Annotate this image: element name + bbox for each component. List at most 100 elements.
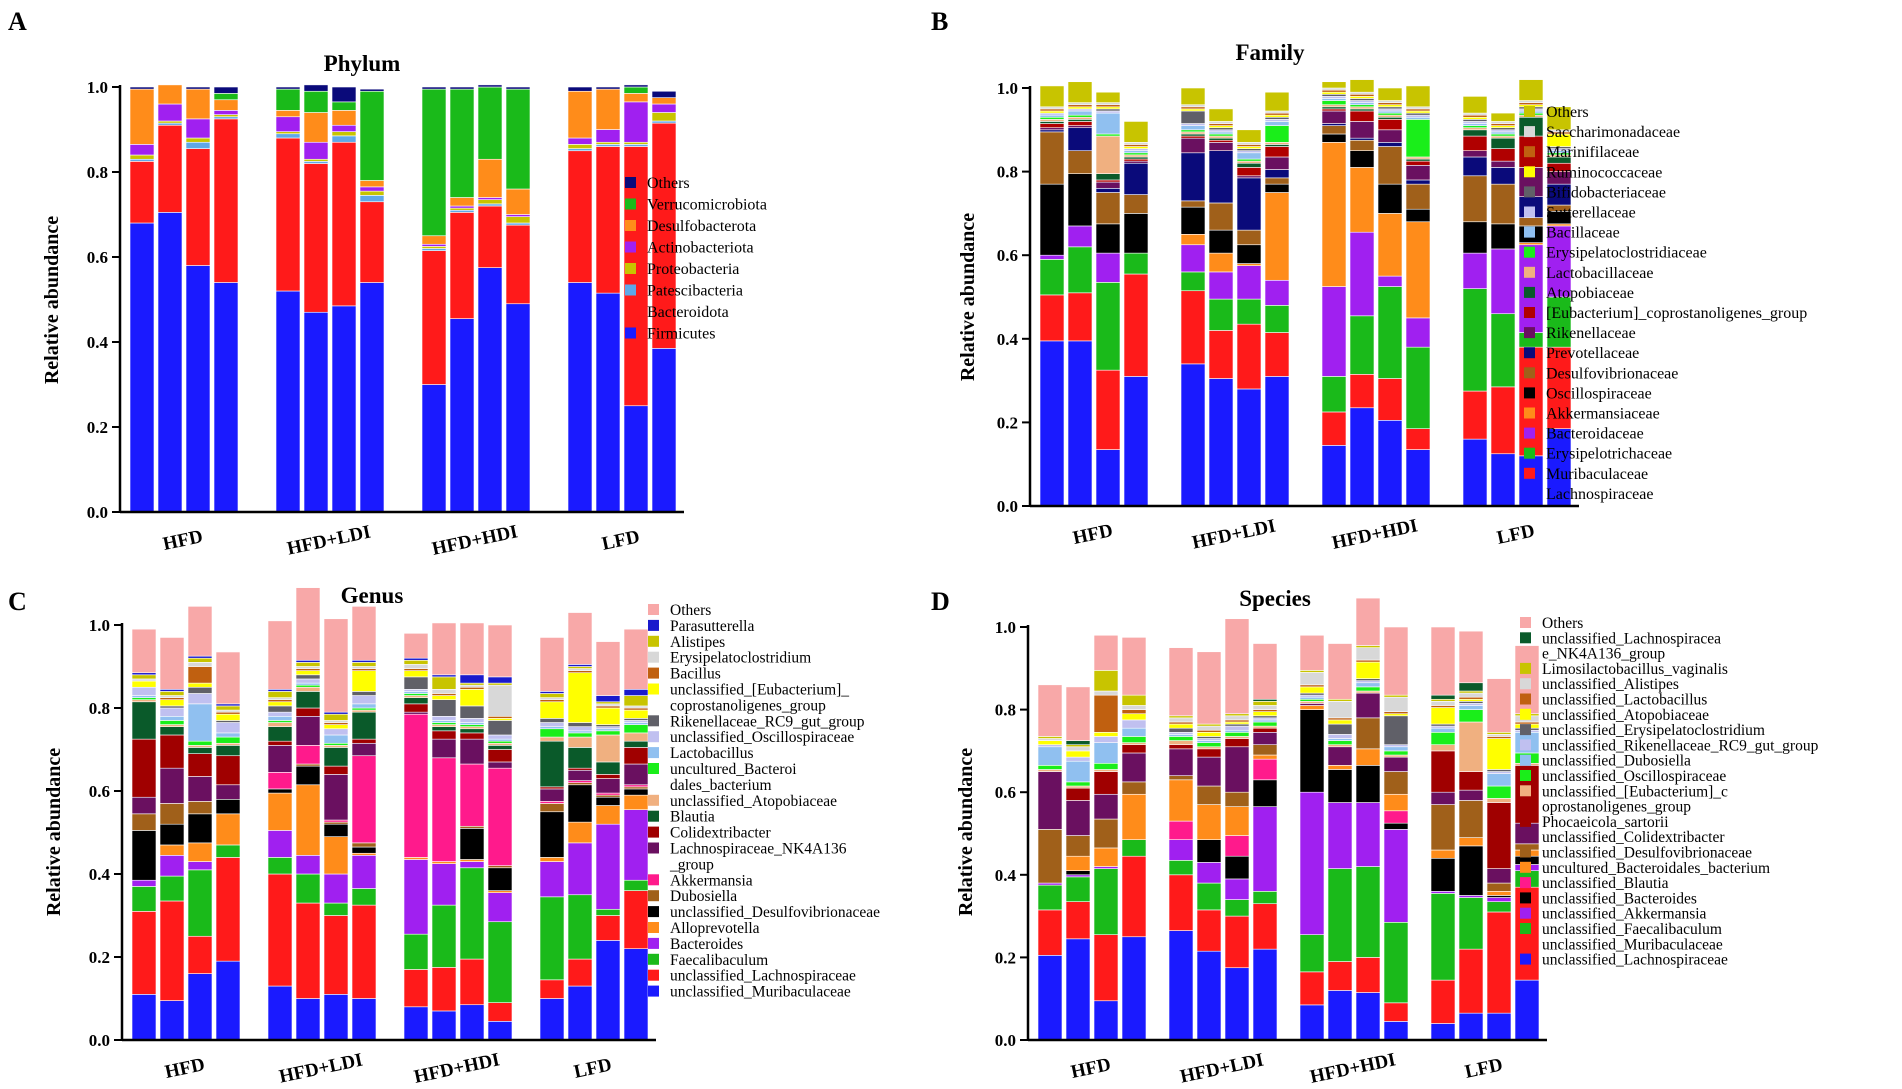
- bar-segment: [567, 664, 593, 667]
- bar-segment: [1037, 829, 1063, 884]
- bar-segment: [1180, 135, 1206, 139]
- legend-swatch: [1520, 678, 1531, 690]
- bar-segment: [505, 216, 531, 224]
- legend-swatch: [1520, 785, 1531, 797]
- bar-segment: [1039, 116, 1065, 120]
- bar-segment: [1321, 445, 1347, 507]
- bar-segment: [567, 672, 593, 723]
- bar-segment: [1252, 744, 1278, 756]
- bar-segment: [215, 736, 241, 744]
- bar-segment: [1196, 839, 1222, 863]
- bar-segment: [1093, 1000, 1119, 1041]
- bar-segment: [623, 784, 649, 788]
- bar-segment: [1355, 647, 1381, 661]
- bar-segment: [1236, 265, 1262, 300]
- bar-segment: [431, 693, 457, 696]
- bar-segment: [1321, 110, 1347, 124]
- bar-segment: [1065, 855, 1091, 871]
- bar-segment: [431, 863, 457, 906]
- bar-segment: [1264, 114, 1290, 118]
- bar-segment: [267, 691, 293, 698]
- bar-segment: [1093, 690, 1119, 696]
- bar-segment: [595, 724, 621, 727]
- bar-segment: [1180, 234, 1206, 246]
- bar-segment: [323, 734, 349, 744]
- bar-segment: [431, 1010, 457, 1041]
- bar-segment: [1067, 150, 1093, 174]
- bar-segment: [331, 141, 357, 307]
- bar-segment: [351, 668, 377, 671]
- bar-segment: [1327, 698, 1353, 702]
- bar-segment: [275, 86, 301, 90]
- bar-segment: [403, 969, 429, 1008]
- bar-segment: [505, 86, 531, 90]
- legend-label: Atopobiaceae: [1546, 285, 1634, 302]
- bar-segment: [1546, 225, 1572, 298]
- bar-segment: [295, 745, 321, 765]
- bar-segment: [295, 686, 321, 692]
- legend-label: Lachnospiraceae: [1546, 486, 1653, 503]
- bar-segment: [1486, 897, 1512, 902]
- bar-segment: [267, 745, 293, 773]
- bar-segment: [1462, 116, 1488, 120]
- bar-segment: [1383, 744, 1409, 748]
- bar-segment: [403, 857, 429, 860]
- bar-segment: [1224, 725, 1250, 731]
- bar-segment: [213, 93, 239, 101]
- bar-segment: [1067, 106, 1093, 110]
- bar-segment: [1093, 670, 1119, 692]
- bar-segment: [1121, 781, 1147, 795]
- legend-swatch: [648, 810, 659, 822]
- legend-swatch: [648, 922, 659, 933]
- legend-swatch: [1520, 754, 1531, 766]
- bar-segment: [1490, 223, 1516, 250]
- legend-label: unclassified_Desulfovibrionaceae: [1542, 845, 1752, 862]
- bar-segment: [1264, 279, 1290, 306]
- bar-segment: [1208, 142, 1234, 151]
- bar-segment: [1252, 948, 1278, 1041]
- bar-segment: [1037, 909, 1063, 956]
- bar-segment: [539, 803, 565, 813]
- bar-segment: [1490, 133, 1516, 137]
- bar-segment: [1321, 125, 1347, 135]
- bar-segment: [303, 163, 329, 313]
- bar-segment: [1383, 750, 1409, 756]
- bar-segment: [1327, 734, 1353, 739]
- y-tick-label: 0.0: [995, 1031, 1016, 1050]
- bar-segment: [595, 86, 621, 90]
- legend-swatch: [1524, 347, 1535, 359]
- bar-segment: [129, 144, 155, 156]
- bar-segment: [1377, 129, 1403, 143]
- bar-segment: [1490, 167, 1516, 185]
- bar-segment: [1486, 1012, 1512, 1041]
- bar-segment: [1121, 936, 1147, 1041]
- bar-segment: [1168, 860, 1194, 876]
- bar-segment: [487, 745, 513, 750]
- bar-segment: [1430, 732, 1456, 746]
- bar-segment: [1462, 125, 1488, 129]
- legend-swatch: [625, 327, 636, 339]
- bar-segment: [1430, 727, 1456, 733]
- chart-title: Family: [1236, 40, 1305, 65]
- bar-segment: [1252, 903, 1278, 950]
- bar-segment: [1067, 110, 1093, 116]
- bar-segment: [1039, 294, 1065, 342]
- bar-segment: [1180, 200, 1206, 208]
- bar-segment: [159, 875, 185, 902]
- bar-segment: [595, 705, 621, 709]
- bar-segment: [187, 693, 213, 705]
- bar-segment: [1458, 1012, 1484, 1041]
- bar-segment: [1093, 769, 1119, 772]
- bar-segment: [539, 699, 565, 703]
- bar-segment: [595, 908, 621, 916]
- bar-segment: [295, 691, 321, 709]
- bar-segment: [129, 86, 155, 90]
- bar-segment: [267, 722, 293, 727]
- bar-segment: [1039, 110, 1065, 114]
- bar-segment: [129, 158, 155, 162]
- bar-segment: [1095, 282, 1121, 371]
- bar-segment: [1123, 213, 1149, 254]
- bar-segment: [1236, 152, 1262, 160]
- bar-segment: [1208, 229, 1234, 254]
- bar-segment: [1095, 106, 1121, 110]
